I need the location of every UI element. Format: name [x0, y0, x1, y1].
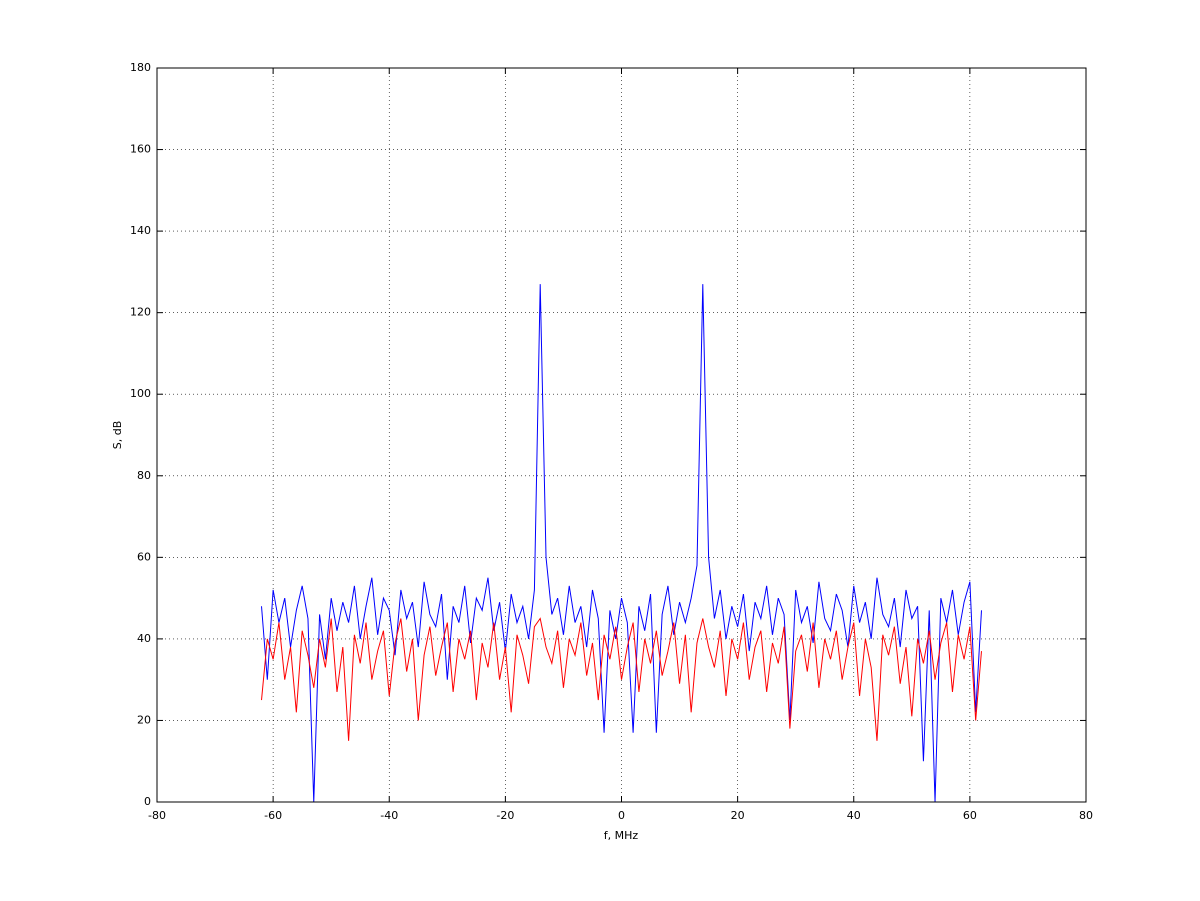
y-axis-label: S, dB — [111, 421, 124, 450]
y-tick-label: 60 — [137, 550, 151, 563]
y-tick-label: 120 — [130, 306, 151, 319]
series-line — [261, 617, 982, 741]
x-axis-label: f, MHz — [604, 829, 639, 842]
series-line — [261, 284, 982, 803]
y-tick-label: 100 — [130, 387, 151, 400]
x-tick-label: -20 — [496, 809, 514, 822]
y-tick-label: 160 — [130, 143, 151, 156]
x-tick-label: 40 — [847, 809, 861, 822]
x-tick-label: -80 — [148, 809, 166, 822]
x-tick-label: 60 — [963, 809, 977, 822]
y-tick-label: 140 — [130, 224, 151, 237]
y-tick-label: 20 — [137, 713, 151, 726]
x-tick-label: -40 — [380, 809, 398, 822]
y-tick-label: 180 — [130, 61, 151, 74]
x-tick-label: 80 — [1079, 809, 1093, 822]
y-tick-label: 80 — [137, 469, 151, 482]
y-tick-label: 0 — [144, 795, 151, 808]
x-tick-label: 0 — [618, 809, 625, 822]
y-tick-label: 40 — [137, 632, 151, 645]
plot-frame — [156, 67, 1087, 803]
x-tick-label: -60 — [264, 809, 282, 822]
x-tick-label: 20 — [731, 809, 745, 822]
